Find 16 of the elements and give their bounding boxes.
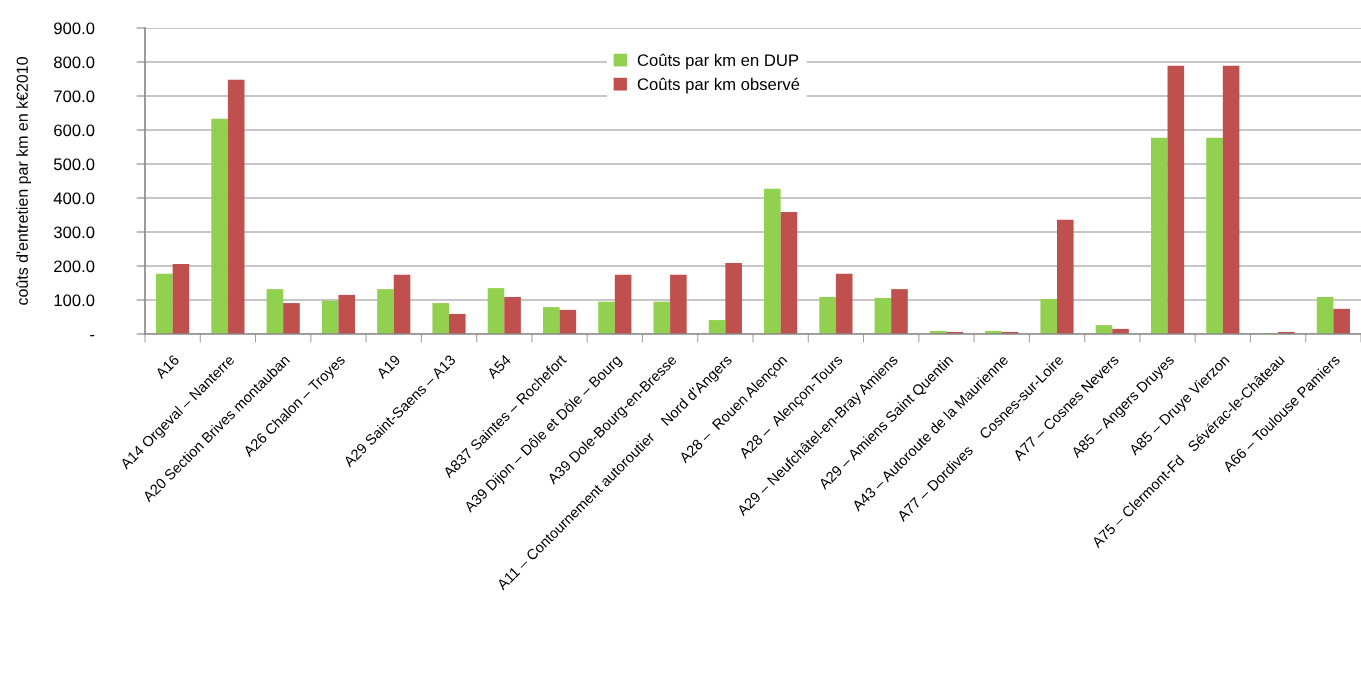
x-tick-label: A16 bbox=[154, 354, 180, 380]
x-tick-label: A54 bbox=[486, 354, 512, 380]
y-axis-title: coûts d'entretien par km en k€2010 bbox=[16, 57, 32, 305]
y-tick-label: 900.0 bbox=[54, 22, 95, 35]
y-tick-label: 200.0 bbox=[54, 260, 95, 273]
y-tick-label: 400.0 bbox=[53, 192, 95, 205]
y-tick-label: 800.0 bbox=[54, 56, 95, 69]
legend-label: Coûts par km en DUP bbox=[637, 53, 799, 70]
y-tick-label: - bbox=[90, 334, 95, 337]
x-tick-label: A19 bbox=[375, 354, 401, 380]
legend-label: Coûts par km observé bbox=[637, 77, 800, 94]
y-tick-label: 300.0 bbox=[53, 226, 95, 239]
y-tick-label: 100.0 bbox=[54, 294, 95, 307]
y-tick-label: 700.0 bbox=[54, 90, 95, 103]
y-tick-label: 600.0 bbox=[54, 124, 95, 137]
y-tick-label: 500.0 bbox=[53, 158, 95, 171]
